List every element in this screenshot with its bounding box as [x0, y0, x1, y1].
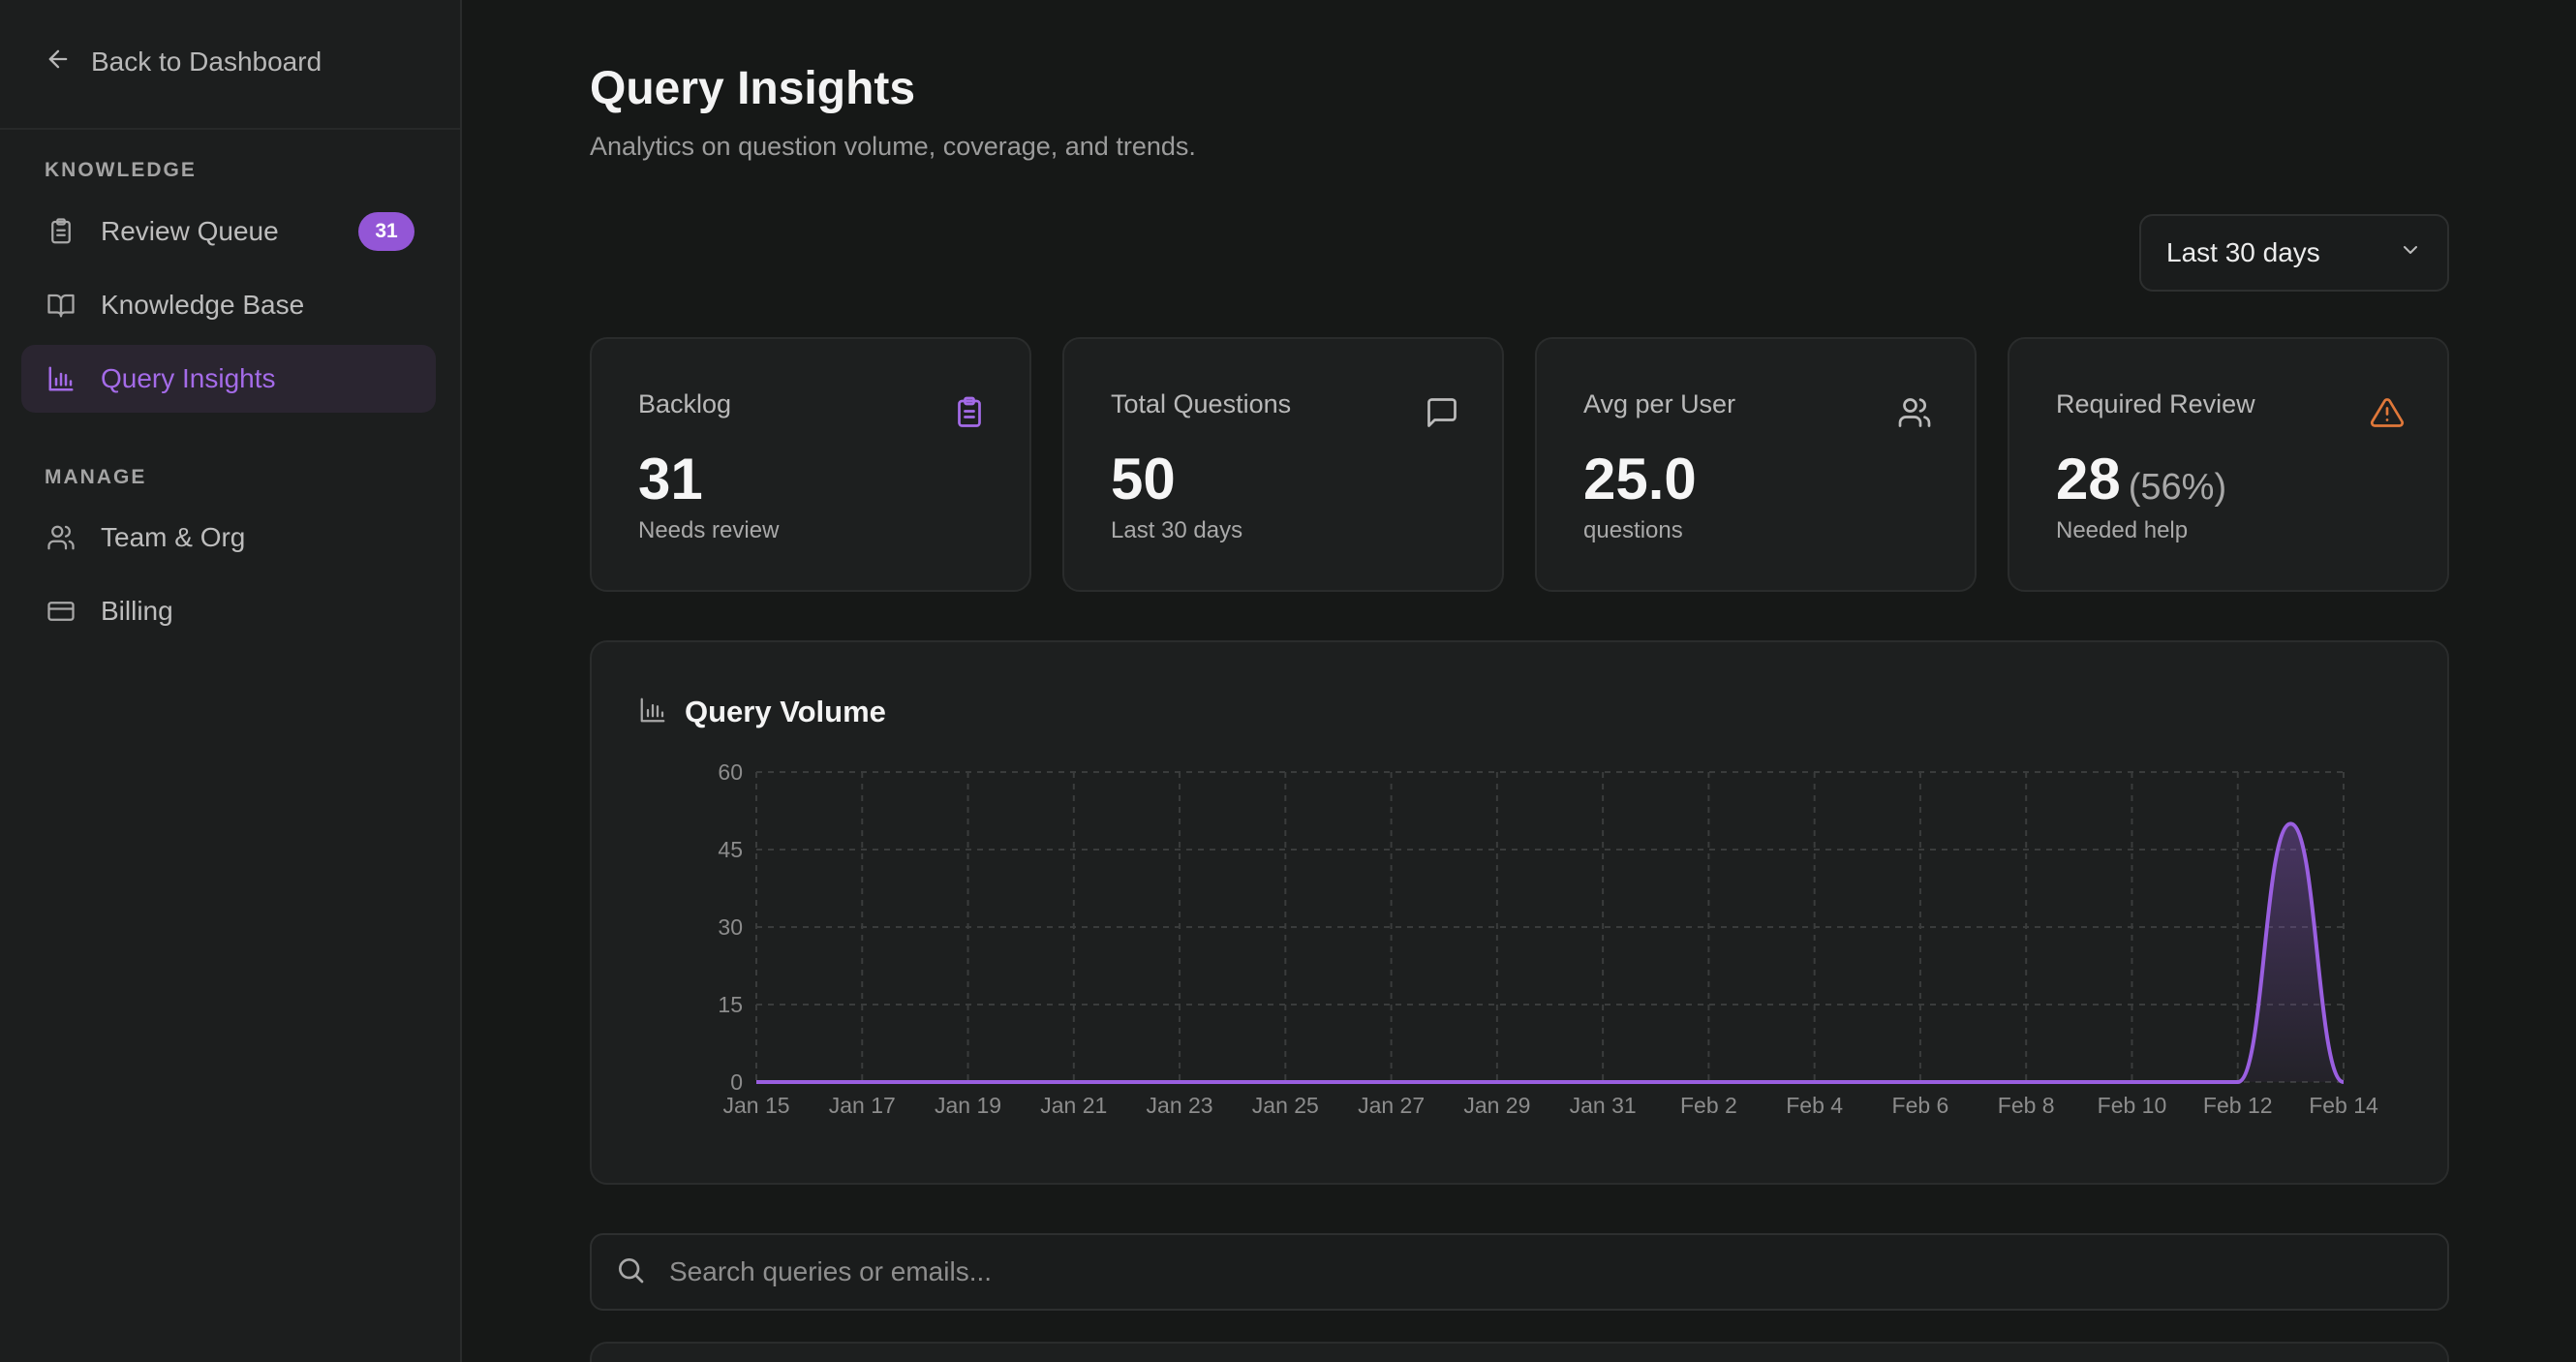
clipboard-icon — [952, 395, 987, 430]
sidebar: Back to Dashboard KNOWLEDGE Review Queue… — [0, 0, 462, 1362]
users-icon — [45, 521, 77, 554]
x-tick-label: Jan 27 — [1358, 1093, 1425, 1118]
stat-sub: Needs review — [638, 517, 780, 543]
sidebar-divider — [0, 128, 460, 130]
x-tick-label: Jan 23 — [1147, 1093, 1213, 1118]
search-icon — [615, 1254, 646, 1290]
query-volume-chart-card: Query Volume 0 15 30 45 60 Jan 15 Jan 17 Jan 19… — [590, 640, 2449, 1185]
stat-value: 28 (56%) — [2056, 447, 2227, 511]
sidebar-item-billing[interactable]: Billing — [21, 577, 436, 645]
y-tick-label: 30 — [718, 914, 743, 940]
message-icon — [1425, 395, 1459, 430]
stat-value: 50 — [1111, 447, 1176, 511]
clipboard-icon — [45, 215, 77, 248]
page-subtitle: Analytics on question volume, coverage, … — [590, 132, 1196, 161]
stat-value: 31 — [638, 447, 703, 511]
sidebar-item-label: Knowledge Base — [101, 290, 305, 320]
stat-sub: questions — [1583, 517, 1683, 543]
date-range-value: Last 30 days — [2166, 237, 2320, 267]
x-tick-label: Jan 19 — [935, 1093, 1001, 1118]
x-tick-label: Feb 2 — [1680, 1093, 1737, 1118]
credit-card-icon — [45, 595, 77, 628]
stat-sub: Last 30 days — [1111, 517, 1243, 543]
stat-sub: Needed help — [2056, 517, 2189, 543]
x-tick-label: Jan 25 — [1252, 1093, 1319, 1118]
sidebar-item-knowledge-base[interactable]: Knowledge Base — [21, 271, 436, 339]
x-tick-label: Jan 31 — [1570, 1093, 1637, 1118]
stat-label: Avg per User — [1583, 389, 1736, 418]
x-tick-label: Feb 8 — [1998, 1093, 2055, 1118]
page-title: Query Insights — [590, 63, 916, 114]
search-box[interactable] — [590, 1233, 2449, 1311]
search-input[interactable] — [669, 1256, 2412, 1287]
chart-title: Query Volume — [685, 695, 886, 728]
results-panel — [590, 1342, 2449, 1362]
stat-card-backlog: Backlog 31 Needs review — [590, 337, 1031, 592]
query-volume-chart: 0 15 30 45 60 Jan 15 Jan 17 Jan 19 Jan 21 Jan 23 J… — [718, 759, 2378, 1118]
sidebar-item-query-insights[interactable]: Query Insights — [21, 345, 436, 413]
stat-card-required-review: Required Review 28 (56%) Needed help — [2008, 337, 2449, 592]
sidebar-item-review-queue[interactable]: Review Queue 31 — [21, 198, 436, 265]
stat-label: Backlog — [638, 389, 732, 418]
stat-card-avg-per-user: Avg per User 25.0 questions — [1535, 337, 1977, 592]
bar-chart-icon — [45, 362, 77, 395]
sidebar-item-label: Billing — [101, 596, 173, 626]
series-line — [755, 821, 2345, 1084]
series-area — [756, 823, 2344, 1082]
section-label-knowledge: KNOWLEDGE — [45, 159, 197, 181]
y-tick-label: 60 — [718, 759, 743, 785]
book-icon — [45, 289, 77, 322]
users-icon — [1897, 395, 1932, 430]
x-tick-label: Jan 15 — [722, 1093, 789, 1118]
x-tick-label: Jan 21 — [1040, 1093, 1107, 1118]
arrow-left-icon — [45, 46, 72, 79]
back-to-dashboard-link[interactable]: Back to Dashboard — [45, 39, 322, 85]
y-tick-label: 45 — [718, 837, 743, 862]
sidebar-item-label: Review Queue — [101, 216, 279, 246]
stat-label: Required Review — [2056, 389, 2255, 418]
stat-card-total-questions: Total Questions 50 Last 30 days — [1062, 337, 1504, 592]
bar-chart-icon — [638, 696, 667, 729]
section-label-manage: MANAGE — [45, 466, 147, 488]
x-tick-label: Jan 29 — [1463, 1093, 1530, 1118]
chart-header: Query Volume — [638, 695, 886, 729]
sidebar-item-team-org[interactable]: Team & Org — [21, 504, 436, 572]
y-tick-label: 15 — [718, 992, 743, 1017]
review-queue-count-badge: 31 — [358, 212, 414, 251]
y-tick-label: 0 — [730, 1069, 743, 1095]
x-tick-label: Jan 17 — [829, 1093, 896, 1118]
x-tick-label: Feb 14 — [2309, 1093, 2378, 1118]
x-tick-label: Feb 10 — [2098, 1093, 2167, 1118]
warning-icon — [2370, 395, 2405, 430]
sidebar-item-label: Team & Org — [101, 522, 246, 552]
sidebar-item-label: Query Insights — [101, 363, 276, 393]
x-tick-label: Feb 12 — [2203, 1093, 2273, 1118]
stat-label: Total Questions — [1111, 389, 1292, 418]
x-tick-label: Feb 4 — [1786, 1093, 1843, 1118]
x-tick-label: Feb 6 — [1892, 1093, 1949, 1118]
stat-value: 25.0 — [1583, 447, 1697, 511]
back-link-label: Back to Dashboard — [91, 46, 322, 77]
chevron-down-icon — [2399, 237, 2422, 268]
date-range-select[interactable]: Last 30 days — [2139, 214, 2449, 292]
